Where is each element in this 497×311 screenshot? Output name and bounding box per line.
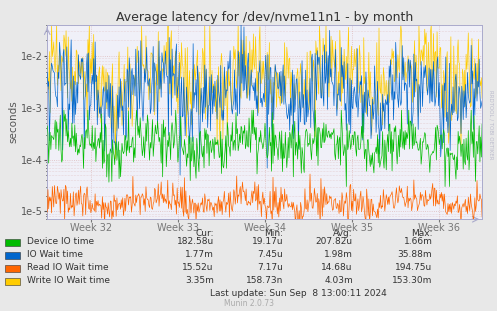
Text: 14.68u: 14.68u: [322, 263, 353, 272]
Text: Write IO Wait time: Write IO Wait time: [27, 276, 110, 285]
Text: 35.88m: 35.88m: [398, 250, 432, 258]
Text: Last update: Sun Sep  8 13:00:11 2024: Last update: Sun Sep 8 13:00:11 2024: [210, 290, 387, 298]
Text: 153.30m: 153.30m: [392, 276, 432, 285]
Text: 1.98m: 1.98m: [324, 250, 353, 258]
Text: Min:: Min:: [264, 229, 283, 238]
Text: 7.17u: 7.17u: [257, 263, 283, 272]
Text: Cur:: Cur:: [195, 229, 214, 238]
Text: 15.52u: 15.52u: [182, 263, 214, 272]
Text: 7.45u: 7.45u: [257, 250, 283, 258]
Text: Device IO time: Device IO time: [27, 237, 94, 245]
Text: 194.75u: 194.75u: [395, 263, 432, 272]
Text: Read IO Wait time: Read IO Wait time: [27, 263, 109, 272]
Text: Max:: Max:: [411, 229, 432, 238]
Y-axis label: seconds: seconds: [8, 101, 18, 143]
Text: RRDTOOL / TOBI OETIKER: RRDTOOL / TOBI OETIKER: [489, 90, 494, 159]
Text: 19.17u: 19.17u: [251, 237, 283, 245]
Text: 182.58u: 182.58u: [176, 237, 214, 245]
Text: 4.03m: 4.03m: [324, 276, 353, 285]
Text: 1.66m: 1.66m: [404, 237, 432, 245]
Text: 158.73n: 158.73n: [246, 276, 283, 285]
Title: Average latency for /dev/nvme11n1 - by month: Average latency for /dev/nvme11n1 - by m…: [116, 11, 414, 24]
Text: Avg:: Avg:: [333, 229, 353, 238]
Text: 207.82u: 207.82u: [316, 237, 353, 245]
Text: 3.35m: 3.35m: [185, 276, 214, 285]
Text: Munin 2.0.73: Munin 2.0.73: [224, 299, 273, 308]
Text: IO Wait time: IO Wait time: [27, 250, 83, 258]
Text: 1.77m: 1.77m: [185, 250, 214, 258]
